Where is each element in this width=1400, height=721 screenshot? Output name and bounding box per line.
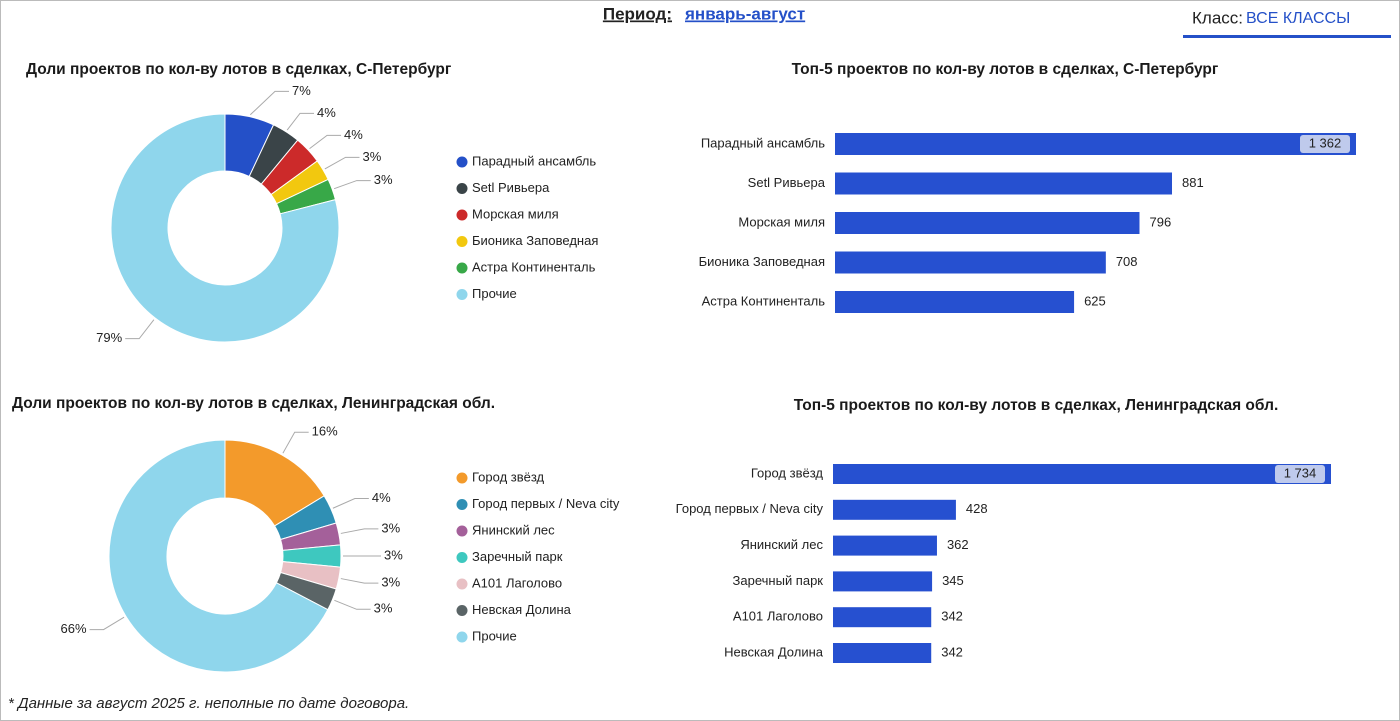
value-label: 342 [941,644,963,659]
value-label: 881 [1182,175,1204,190]
pie-label: 3% [384,547,403,562]
leader-line [89,616,125,631]
pie-label: 4% [317,105,336,120]
legend-swatch [456,578,468,590]
class-underline [1183,35,1391,38]
legend-label: Прочие [472,628,517,643]
category-label: Морская миля [738,214,825,229]
value-label: 362 [947,537,969,552]
leader-line [332,498,369,509]
legend-swatch [456,156,468,168]
legend-label: Бионика Заповедная [472,233,598,248]
leader-line [334,599,371,610]
leader-line [333,180,371,190]
legend-label: Морская миля [472,206,559,221]
chart-title: Топ-5 проектов по кол-ву лотов в сделках… [792,61,1219,78]
value-pill [1300,135,1350,153]
leader-line [309,134,342,149]
bar [833,464,1331,484]
legend-label: Янинский лес [472,522,555,537]
leader-line [125,319,155,340]
value-label: 1 734 [1284,465,1317,480]
category-label: Город первых / Neva city [676,501,824,516]
category-label: Астра Континенталь [702,293,826,308]
category-label: Парадный ансамбль [701,135,825,150]
class-value[interactable]: ВСЕ КЛАССЫ [1246,10,1350,27]
legend-label: А101 Лаголово [472,575,562,590]
period-label: Период: [603,4,672,23]
legend-swatch [456,472,468,484]
legend-swatch [456,209,468,221]
legend-label: Парадный ансамбль [472,153,596,168]
value-label: 428 [966,501,988,516]
category-label: Заречный парк [733,573,824,588]
value-label: 1 362 [1309,135,1342,150]
chart-title: Доли проектов по кол-ву лотов в сделках,… [12,395,495,412]
pie-label: 16% [312,424,338,439]
legend-label: Астра Континенталь [472,259,596,274]
legend-swatch [456,289,468,300]
category-label: Невская Долина [724,644,824,659]
pie-slice [108,439,329,673]
bar [833,643,932,663]
legend-label: Город звёзд [472,469,545,484]
bar [835,172,1173,195]
legend-swatch [456,631,468,643]
legend-label: Город первых / Neva city [472,496,620,511]
leader-line [286,112,315,131]
category-label: Янинский лес [740,537,823,552]
leader-line [249,90,289,116]
pie-slice [110,113,340,343]
chart-title: Доли проектов по кол-ву лотов в сделках,… [26,61,452,78]
pie-label: 7% [292,83,311,98]
footnote: * Данные за август 2025 г. неполные по д… [8,695,409,712]
leader-line [324,156,360,170]
pie-label: 4% [344,127,363,142]
bar [835,251,1106,274]
class-label: Класс: [1192,8,1243,27]
legend-swatch [456,499,468,510]
legend-swatch [456,525,468,537]
chart-title: Топ-5 проектов по кол-ву лотов в сделках… [794,397,1279,414]
category-label: Бионика Заповедная [699,254,825,269]
period-value[interactable]: январь-август [684,4,805,23]
legend-swatch [456,236,468,247]
bar [833,499,956,520]
value-pill [1275,465,1325,483]
pie-label: 3% [363,149,382,164]
pie-label: 79% [96,330,122,345]
value-label: 345 [942,573,964,588]
legend-label: Невская Долина [472,602,572,617]
legend-label: Заречный парк [472,549,563,564]
bar [835,133,1356,155]
legend-swatch [456,605,468,616]
value-label: 342 [941,609,963,624]
legend-swatch [456,183,468,194]
legend-label: Прочие [472,286,517,301]
pie-label: 66% [61,621,87,636]
legend-swatch [456,262,468,274]
pie-label: 3% [381,520,400,535]
leader-line [282,431,309,454]
category-label: Город звёзд [751,465,824,480]
legend-swatch [456,552,468,563]
bar [835,291,1075,313]
pie-label: 3% [381,575,400,590]
bar [835,212,1140,234]
bar [833,607,932,628]
value-label: 708 [1116,254,1138,269]
category-label: А101 Лаголово [733,609,823,624]
leader-line [340,528,379,534]
pie-label: 3% [374,601,393,616]
pie-label: 4% [372,490,391,505]
legend-label: Setl Ривьера [472,180,550,195]
pie-label: 3% [374,172,393,187]
bar [833,535,937,556]
bar [833,571,933,592]
category-label: Setl Ривьера [748,175,826,190]
value-label: 796 [1149,214,1171,229]
leader-line [340,578,379,584]
value-label: 625 [1084,293,1106,308]
